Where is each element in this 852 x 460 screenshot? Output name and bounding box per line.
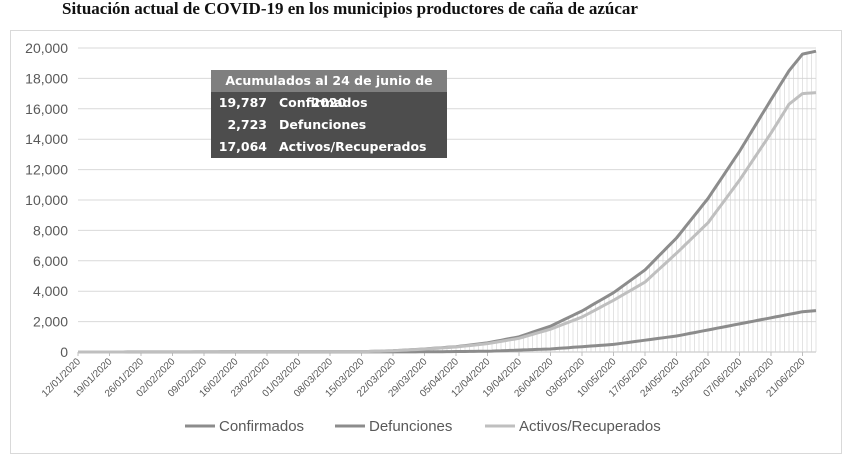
summary-row-activos: 17,064 Activos/Recuperados: [211, 136, 447, 158]
gridlines: [78, 47, 816, 353]
y-tick-label: 2,000: [33, 314, 68, 330]
summary-value: 17,064: [218, 139, 267, 154]
y-tick-label: 6,000: [33, 253, 68, 269]
summary-row-confirmados: 19,787 Confirmados: [211, 92, 447, 114]
summary-header: Acumulados al 24 de junio de 2020: [211, 70, 447, 110]
legend-label: Confirmados: [219, 418, 304, 435]
summary-value: 2,723: [227, 117, 267, 132]
y-tick-label: 8,000: [33, 222, 68, 238]
legend-label: Activos/Recuperados: [519, 418, 661, 435]
y-tick-label: 4,000: [33, 283, 68, 299]
legend: Confirmados Defunciones Activos/Recuperado…: [185, 418, 661, 435]
legend-label: Defunciones: [369, 418, 452, 435]
series-line-1: [78, 49, 817, 354]
y-axis-ticks: 0 2,000 4,000 6,000 8,000 10,000 12,000 14,000 1…: [25, 40, 68, 360]
summary-row-defunciones: 2,723 Defunciones: [211, 114, 447, 136]
x-axis-ticks: 12/01/202019/01/202026/01/202002/02/2020…: [40, 352, 808, 400]
y-tick-label: 12,000: [25, 162, 68, 178]
y-tick-label: 18,000: [25, 70, 68, 86]
summary-label: Confirmados: [279, 95, 368, 110]
summary-value: 19,787: [218, 95, 267, 110]
series-line-3: [78, 91, 817, 354]
y-tick-label: 10,000: [25, 192, 68, 208]
summary-box: Acumulados al 24 de junio de 2020 19,787…: [211, 70, 447, 158]
y-tick-label: 16,000: [25, 101, 68, 117]
y-tick-label: 14,000: [25, 131, 68, 147]
vertical-drop-lines: [383, 51, 817, 352]
series-lines: [78, 49, 817, 354]
chart-title: Situación actual de COVID-19 en los muni…: [62, 2, 638, 18]
summary-label: Defunciones: [279, 117, 367, 132]
y-tick-label: 20,000: [25, 40, 68, 56]
chart-frame: [10, 30, 842, 454]
series-line-2: [78, 309, 817, 354]
summary-label: Activos/Recuperados: [279, 139, 427, 154]
y-tick-label: 0: [60, 344, 68, 360]
